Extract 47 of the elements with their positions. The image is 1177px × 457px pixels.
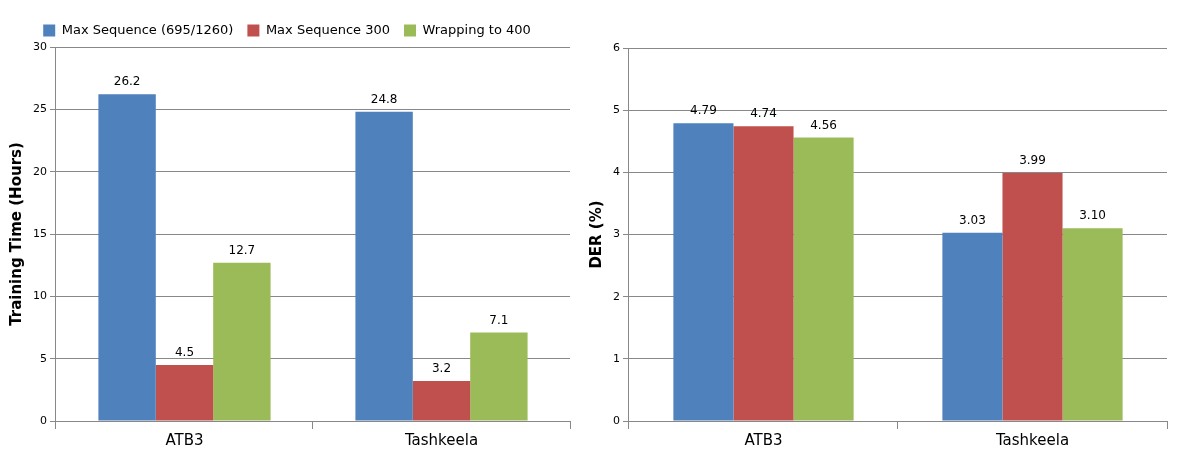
y-tick-label: 5 (613, 103, 620, 117)
bar (733, 126, 794, 421)
y-tick-label: 30 (33, 39, 47, 53)
data-label: 4.79 (690, 103, 717, 118)
bar (1002, 172, 1063, 421)
x-tick-label: ATB3 (165, 430, 204, 449)
data-label: 7.1 (489, 312, 509, 327)
bar (355, 111, 413, 421)
data-label: 26.2 (113, 74, 141, 89)
y-tick-label: 3 (613, 227, 620, 241)
y-tick-label: 0 (40, 413, 47, 427)
y-tick-label: 10 (33, 289, 47, 303)
data-label: 4.74 (750, 106, 777, 121)
data-label: 3.99 (1019, 153, 1046, 168)
bar (470, 332, 528, 421)
x-tick-label: Tashkeela (403, 430, 479, 449)
x-tick-label: ATB3 (744, 430, 783, 449)
bar (98, 94, 156, 421)
bar (793, 137, 854, 421)
bar (155, 364, 214, 421)
y-tick-label: 25 (33, 102, 47, 116)
y-axis-title: Training Time (Hours) (6, 142, 25, 326)
y-tick-label: 2 (613, 289, 620, 303)
data-label: 3.10 (1079, 208, 1106, 223)
y-tick-label: 4 (613, 165, 620, 179)
legend-label: Wrapping to 400 (422, 21, 531, 37)
y-tick-label: 15 (33, 226, 47, 240)
legend-label: Max Sequence (695/1260) (61, 21, 234, 37)
data-label: 12.7 (228, 242, 256, 257)
y-tick-label: 1 (613, 351, 620, 365)
y-tick-label: 5 (40, 351, 47, 365)
data-label: 3.03 (959, 212, 986, 227)
legend-label: Max Sequence 300 (265, 21, 390, 37)
data-label: 4.56 (810, 117, 837, 132)
y-tick-label: 6 (613, 40, 620, 54)
y-tick-label: 0 (613, 413, 620, 427)
bar (1062, 228, 1123, 421)
data-label: 24.8 (370, 91, 398, 106)
bar (942, 232, 1003, 421)
bar (213, 262, 271, 421)
x-tick-label: Tashkeela (994, 430, 1070, 449)
data-label: 3.2 (431, 361, 452, 376)
y-axis-title: DER (%) (586, 200, 605, 269)
data-label: 4.5 (174, 345, 195, 360)
y-tick-label: 20 (33, 164, 47, 178)
bar (412, 381, 471, 421)
bar (673, 123, 734, 421)
